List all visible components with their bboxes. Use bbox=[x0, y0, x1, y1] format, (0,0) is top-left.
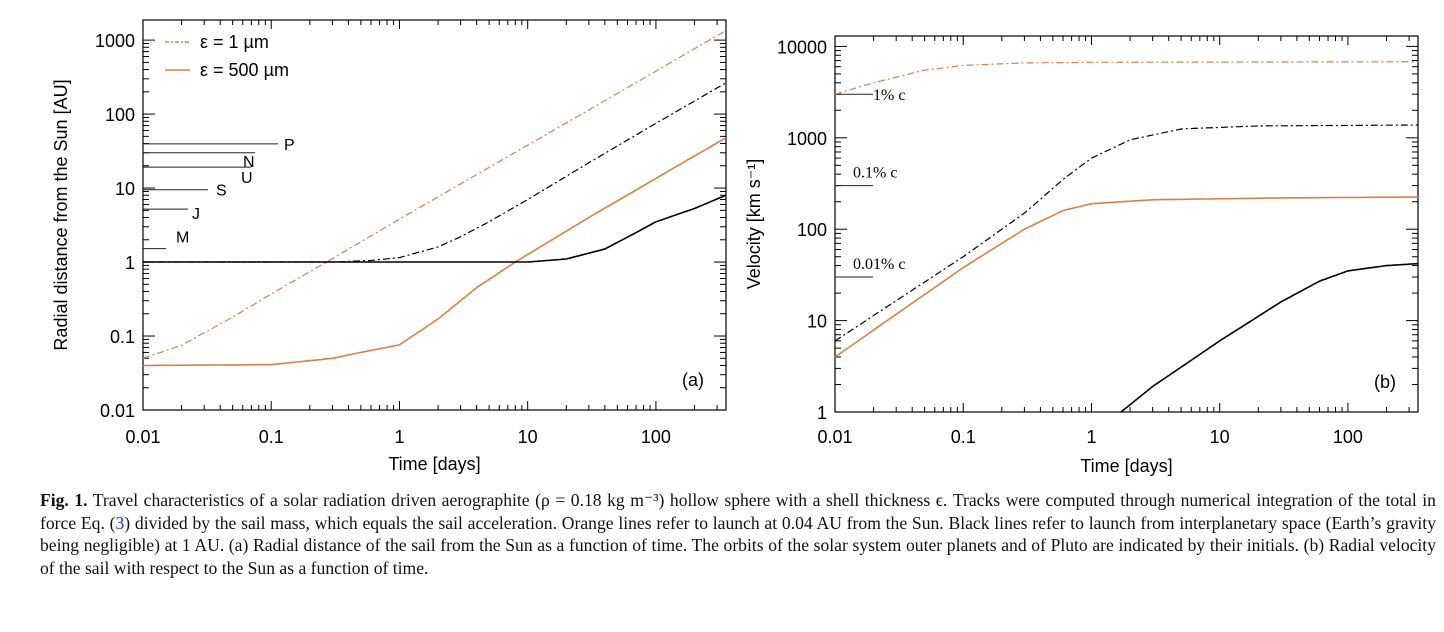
y-tick-label: 10 bbox=[115, 179, 135, 199]
reference-label: 0.1% c bbox=[853, 165, 897, 182]
x-tick-label: 10 bbox=[1210, 427, 1230, 447]
y-tick-label: 10 bbox=[807, 312, 827, 332]
y-tick-label: 100 bbox=[797, 220, 827, 240]
series-line-orange-solid bbox=[834, 196, 1419, 358]
figure-caption: Fig. 1. Travel characteristics of a sola… bbox=[40, 489, 1436, 579]
y-tick-label: 1000 bbox=[787, 129, 827, 149]
equation-link[interactable]: 3 bbox=[115, 512, 125, 533]
planet-label: J bbox=[192, 206, 200, 223]
plot-frame bbox=[142, 19, 727, 411]
planet-label: N bbox=[243, 154, 255, 171]
planet-label: U bbox=[241, 170, 253, 187]
series-line-black-dashdot bbox=[834, 124, 1419, 342]
y-tick-label: 100 bbox=[105, 105, 135, 125]
reference-label: 1% c bbox=[873, 87, 905, 104]
planet-label: M bbox=[176, 230, 189, 247]
x-tick-label: 1 bbox=[394, 427, 404, 447]
y-axis-label: Radial distance from the Sun [AU] bbox=[51, 79, 71, 350]
x-axis-label: Time [days] bbox=[388, 454, 480, 474]
x-tick-label: 10 bbox=[518, 427, 538, 447]
series-line-orange-solid bbox=[142, 136, 727, 367]
series-line-orange-dashdot bbox=[142, 29, 727, 359]
series-line-black-dashdot bbox=[143, 82, 727, 263]
x-tick-label: 0.01 bbox=[125, 427, 160, 447]
x-tick-label: 0.1 bbox=[951, 427, 976, 447]
y-axis-label: Velocity [km s⁻¹] bbox=[744, 159, 764, 290]
y-tick-label: 10000 bbox=[777, 37, 827, 57]
x-tick-label: 100 bbox=[641, 427, 671, 447]
y-tick-label: 0.01 bbox=[100, 401, 135, 421]
caption-text: Travel characteristics of a solar radiat… bbox=[40, 490, 1436, 533]
legend-label: ε = 1 µm bbox=[200, 32, 269, 52]
figure: 0.01 0.1 1 10 100 0.01 0.1 1 10 100 1000 Time [days… bbox=[51, 19, 1419, 476]
y-tick-label: 1 bbox=[817, 403, 827, 423]
caption-label: Fig. 1. bbox=[40, 490, 88, 510]
x-tick-label: 0.01 bbox=[817, 427, 852, 447]
x-axis-label: Time [days] bbox=[1080, 456, 1172, 476]
planet-label: S bbox=[216, 183, 227, 200]
planet-label: P bbox=[284, 137, 295, 154]
series-line-black-solid bbox=[1120, 262, 1419, 413]
x-tick-label: 0.1 bbox=[259, 427, 284, 447]
y-tick-label: 1 bbox=[125, 253, 135, 273]
y-tick-label: 1000 bbox=[95, 31, 135, 51]
series-line-orange-dashdot bbox=[834, 61, 1419, 95]
reference-label: 0.01% c bbox=[853, 256, 905, 273]
panel-a: 0.01 0.1 1 10 100 0.01 0.1 1 10 100 1000 Time [days… bbox=[51, 19, 727, 474]
series-line-black-solid bbox=[143, 194, 727, 263]
panel-label: (a) bbox=[682, 370, 704, 390]
caption-text-2: ) divided by the sail mass, which equals… bbox=[40, 512, 1436, 578]
x-tick-label: 1 bbox=[1086, 427, 1096, 447]
plot-frame bbox=[834, 35, 1419, 413]
y-tick-label: 0.1 bbox=[110, 327, 135, 347]
legend-label: ε = 500 µm bbox=[200, 60, 289, 80]
panel-b: 0.01 0.1 1 10 100 1 10 100 1000 10000 Time [days] V… bbox=[744, 35, 1419, 476]
panel-label: (b) bbox=[1374, 372, 1396, 392]
x-tick-label: 100 bbox=[1333, 427, 1363, 447]
